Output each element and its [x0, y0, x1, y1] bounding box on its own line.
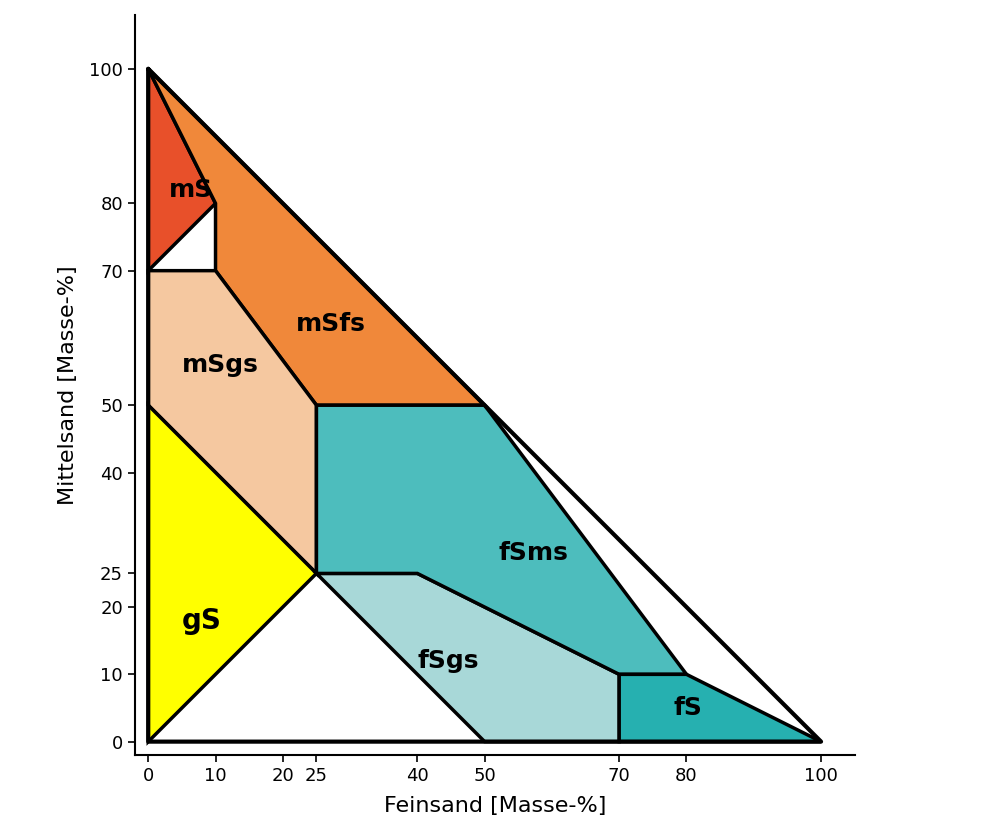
Text: mSgs: mSgs — [182, 353, 259, 376]
Y-axis label: Mittelsand [Masse-%]: Mittelsand [Masse-%] — [58, 265, 78, 505]
Polygon shape — [316, 573, 620, 741]
Polygon shape — [620, 674, 821, 741]
Text: fSgs: fSgs — [417, 649, 479, 673]
Polygon shape — [316, 406, 686, 674]
Text: mSfs: mSfs — [297, 312, 366, 337]
X-axis label: Feinsand [Masse-%]: Feinsand [Masse-%] — [384, 796, 606, 816]
Polygon shape — [148, 271, 316, 573]
Text: fS: fS — [673, 696, 702, 720]
Text: gS: gS — [182, 607, 222, 635]
Text: mS: mS — [169, 178, 213, 202]
Polygon shape — [148, 69, 485, 406]
Text: fSms: fSms — [498, 541, 568, 565]
Polygon shape — [148, 69, 215, 271]
Polygon shape — [148, 406, 316, 741]
